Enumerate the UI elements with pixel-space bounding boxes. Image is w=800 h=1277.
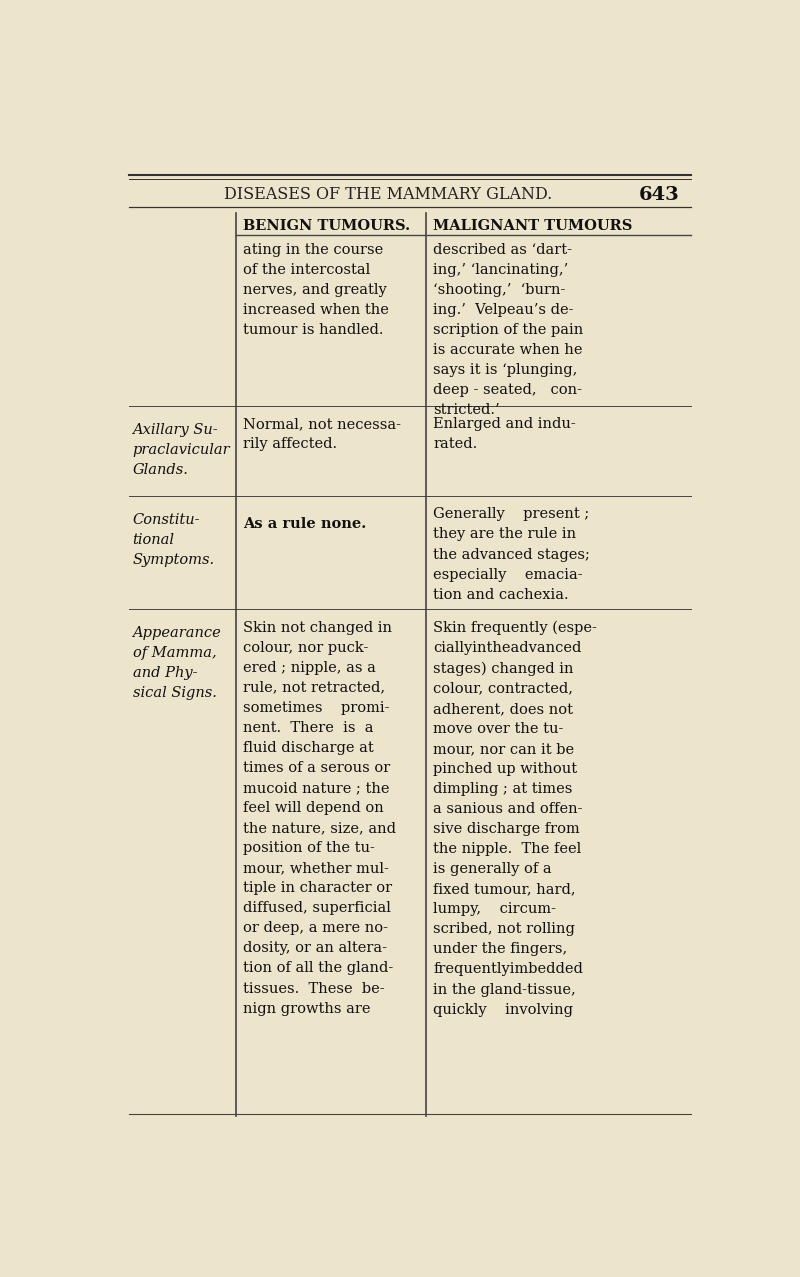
- Text: DISEASES OF THE MAMMARY GLAND.: DISEASES OF THE MAMMARY GLAND.: [224, 186, 552, 203]
- Text: Skin frequently (espe-
ciallyintheadvanced
stages) changed in
colour, contracted: Skin frequently (espe- ciallyintheadvanc…: [434, 621, 597, 1016]
- Text: BENIGN TUMOURS.: BENIGN TUMOURS.: [243, 218, 410, 232]
- Text: MALIGNANT TUMOURS: MALIGNANT TUMOURS: [434, 218, 633, 232]
- Text: Constitu-
tional
Symptoms.: Constitu- tional Symptoms.: [133, 513, 214, 567]
- Text: Normal, not necessa-
rily affected.: Normal, not necessa- rily affected.: [243, 418, 402, 451]
- Text: Skin not changed in
colour, nor puck-
ered ; nipple, as a
rule, not retracted,
s: Skin not changed in colour, nor puck- er…: [243, 621, 396, 1015]
- Text: Enlarged and indu-
rated.: Enlarged and indu- rated.: [434, 418, 576, 451]
- Text: As a rule none.: As a rule none.: [243, 517, 366, 531]
- Text: described as ‘dart-
ing,’ ‘lancinating,’
‘shooting,’  ‘burn-
ing.’  Velpeau’s de: described as ‘dart- ing,’ ‘lancinating,’…: [434, 243, 583, 418]
- Text: Generally    present ;
they are the rule in
the advanced stages;
especially    e: Generally present ; they are the rule in…: [434, 507, 590, 601]
- Text: ating in the course
of the intercostal
nerves, and greatly
increased when the
tu: ating in the course of the intercostal n…: [243, 243, 390, 337]
- Text: 643: 643: [638, 186, 679, 204]
- Text: Appearance
of Mamma,
and Phy-
sical Signs.: Appearance of Mamma, and Phy- sical Sign…: [133, 626, 222, 700]
- Text: Axillary Su-
praclavicular
Glands.: Axillary Su- praclavicular Glands.: [133, 423, 230, 476]
